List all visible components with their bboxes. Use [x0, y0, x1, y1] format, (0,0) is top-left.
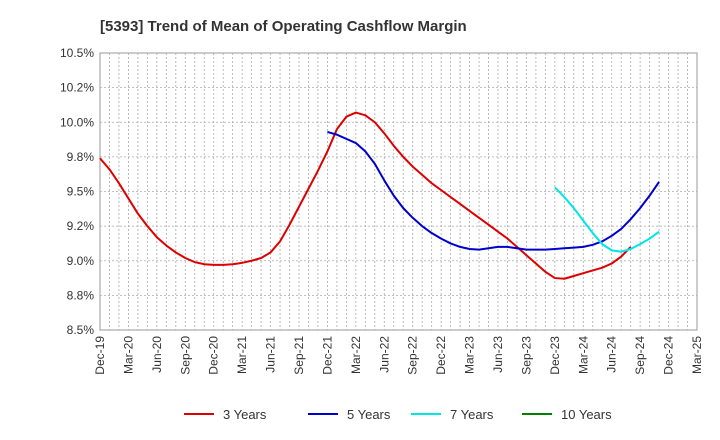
x-tick-label: Sep-21 [292, 336, 306, 375]
y-tick-label: 9.8% [67, 150, 95, 164]
y-tick-label: 10.2% [60, 81, 94, 95]
x-tick-label: Mar-20 [121, 336, 135, 374]
y-tick-label: 10.5% [60, 46, 94, 60]
x-tick-label: Dec-20 [207, 336, 221, 375]
legend-label: 7 Years [450, 407, 494, 422]
y-tick-label: 8.5% [67, 323, 95, 337]
x-tick-label: Mar-25 [690, 336, 704, 374]
series-line-5-years [327, 130, 660, 251]
x-tick-label: Sep-23 [519, 336, 533, 375]
y-tick-label: 10.0% [60, 115, 94, 129]
x-tick-label: Jun-23 [491, 336, 505, 373]
x-tick-label: Sep-22 [406, 336, 420, 375]
x-axis: Dec-19 Mar-20 Jun-20 Sep-20 Dec-20 Mar-21 Jun-… [93, 336, 704, 375]
chart-title: [5393] Trend of Mean of Operating Cashfl… [100, 18, 467, 35]
x-tick-label: Jun-24 [605, 336, 619, 373]
series-lines [99, 111, 660, 280]
x-tick-label: Mar-24 [576, 336, 590, 374]
y-axis: 8.5% 8.8% 9.0% 9.2% 9.5% 9.8% 10.0% 10.2% 10.5% [60, 46, 94, 337]
series-line-3-years [99, 111, 632, 280]
x-tick-label: Jun-21 [264, 336, 278, 373]
x-tick-label: Dec-21 [320, 336, 334, 375]
x-tick-label: Jun-20 [150, 336, 164, 373]
x-tick-label: Dec-24 [662, 336, 676, 375]
legend: 3 Years 5 Years 7 Years 10 Years [184, 407, 612, 422]
x-tick-label: Sep-20 [178, 336, 192, 375]
y-tick-label: 9.5% [67, 185, 95, 199]
x-tick-label: Sep-24 [633, 336, 647, 375]
y-tick-label: 9.2% [67, 219, 95, 233]
legend-label: 3 Years [223, 407, 267, 422]
series-line-7-years [554, 186, 660, 253]
y-gridlines [100, 87, 697, 296]
y-tick-label: 8.8% [67, 288, 95, 302]
x-tick-label: Dec-23 [548, 336, 562, 375]
legend-label: 5 Years [347, 407, 391, 422]
x-tick-label: Jun-22 [377, 336, 391, 373]
x-tick-label: Mar-21 [235, 336, 249, 374]
x-tick-label: Dec-19 [93, 336, 107, 375]
x-tick-label: Mar-23 [463, 336, 477, 374]
x-tick-label: Mar-22 [349, 336, 363, 374]
y-tick-label: 9.0% [67, 254, 95, 268]
legend-label: 10 Years [561, 407, 612, 422]
x-tick-label: Dec-22 [434, 336, 448, 375]
